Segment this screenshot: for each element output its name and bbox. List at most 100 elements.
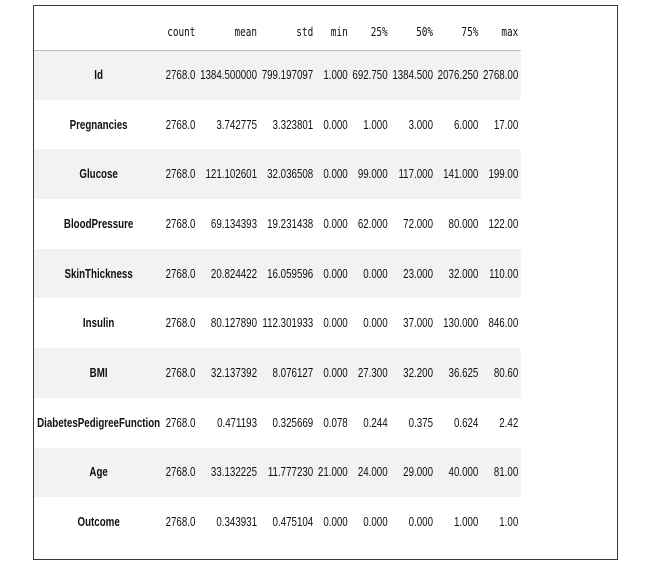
table-row: BMI 2768.0 32.137392 8.076127 0.000 27.3… bbox=[34, 348, 521, 398]
cell-min: 0.000 bbox=[323, 316, 348, 331]
column-header-max: max bbox=[501, 24, 519, 39]
cell-count: 2768.0 bbox=[165, 117, 196, 132]
cell-75pct: 36.625 bbox=[448, 365, 479, 380]
table-row: Id 2768.0 1384.500000 799.197097 1.000 6… bbox=[34, 50, 521, 100]
cell-max: 122.00 bbox=[488, 216, 519, 231]
cell-mean: 20.824422 bbox=[210, 266, 258, 281]
cell-25pct: 0.244 bbox=[363, 415, 388, 430]
table-row: BloodPressure 2768.0 69.134393 19.231438… bbox=[34, 199, 521, 249]
cell-50pct: 1384.500 bbox=[392, 68, 433, 83]
cell-count: 2768.0 bbox=[165, 216, 196, 231]
cell-min: 0.000 bbox=[323, 216, 348, 231]
cell-mean: 0.471193 bbox=[217, 415, 258, 430]
column-header-mean: mean bbox=[234, 24, 258, 39]
cell-min: 0.000 bbox=[323, 365, 348, 380]
cell-50pct: 32.200 bbox=[403, 365, 433, 380]
cell-25pct: 62.000 bbox=[357, 216, 388, 231]
table-header: count mean std min 25% 50% 75% max bbox=[34, 14, 521, 50]
describe-table-frame: count mean std min 25% 50% 75% max Id 27… bbox=[33, 5, 618, 560]
cell-mean: 1384.500000 bbox=[200, 68, 258, 83]
cell-std: 8.076127 bbox=[272, 365, 314, 380]
cell-mean: 80.127890 bbox=[210, 316, 258, 331]
table-body: Id 2768.0 1384.500000 799.197097 1.000 6… bbox=[34, 50, 521, 547]
cell-count: 2768.0 bbox=[165, 68, 196, 83]
cell-75pct: 2076.250 bbox=[437, 68, 479, 83]
cell-max: 81.00 bbox=[493, 465, 519, 480]
column-header-count: count bbox=[167, 24, 196, 39]
table-row: Pregnancies 2768.0 3.742775 3.323801 0.0… bbox=[34, 99, 521, 150]
cell-std: 32.036508 bbox=[267, 167, 314, 182]
cell-50pct: 0.375 bbox=[408, 415, 433, 430]
cell-max: 199.00 bbox=[488, 167, 519, 182]
cell-mean: 3.742775 bbox=[216, 117, 258, 132]
cell-mean: 32.137392 bbox=[210, 365, 258, 380]
cell-max: 1.00 bbox=[499, 515, 519, 530]
cell-std: 799.197097 bbox=[261, 68, 314, 83]
column-header-std: std bbox=[296, 24, 314, 39]
cell-75pct: 130.000 bbox=[443, 316, 479, 331]
cell-75pct: 6.000 bbox=[453, 117, 479, 132]
cell-min: 0.078 bbox=[323, 415, 348, 430]
cell-max: 846.00 bbox=[488, 316, 519, 331]
cell-25pct: 0.000 bbox=[363, 316, 388, 331]
cell-max: 2768.00 bbox=[483, 68, 519, 83]
cell-75pct: 32.000 bbox=[448, 266, 479, 281]
row-label: BMI bbox=[89, 365, 108, 380]
cell-50pct: 0.000 bbox=[408, 515, 433, 530]
column-header-25pct: 25% bbox=[370, 24, 388, 39]
cell-25pct: 0.000 bbox=[363, 266, 388, 281]
header-row: count mean std min 25% 50% 75% max bbox=[34, 14, 521, 50]
row-label: Insulin bbox=[82, 316, 115, 331]
cell-std: 112.301933 bbox=[262, 316, 314, 331]
cell-25pct: 27.300 bbox=[357, 365, 388, 380]
describe-table: count mean std min 25% 50% 75% max Id 27… bbox=[34, 14, 521, 547]
row-label: Age bbox=[89, 465, 108, 480]
cell-min: 1.000 bbox=[323, 68, 348, 83]
cell-25pct: 99.000 bbox=[357, 167, 388, 182]
cell-count: 2768.0 bbox=[165, 415, 196, 430]
cell-std: 0.475104 bbox=[272, 515, 314, 530]
cell-min: 0.000 bbox=[323, 515, 348, 530]
cell-mean: 69.134393 bbox=[210, 216, 258, 231]
row-label: Id bbox=[94, 68, 103, 83]
table-row: Glucose 2768.0 121.102601 32.036508 0.00… bbox=[34, 149, 521, 200]
cell-max: 110.00 bbox=[489, 266, 519, 281]
cell-count: 2768.0 bbox=[165, 515, 196, 530]
cell-25pct: 692.750 bbox=[352, 68, 388, 83]
cell-count: 2768.0 bbox=[165, 465, 196, 480]
cell-min: 21.000 bbox=[317, 465, 348, 480]
column-header-min: min bbox=[330, 24, 348, 39]
cell-75pct: 0.624 bbox=[453, 415, 479, 430]
cell-75pct: 1.000 bbox=[453, 515, 479, 530]
cell-25pct: 1.000 bbox=[363, 117, 388, 132]
row-label: Pregnancies bbox=[69, 117, 128, 132]
cell-std: 11.777230 bbox=[267, 465, 314, 480]
row-label: DiabetesPedigreeFunction bbox=[37, 415, 161, 430]
cell-75pct: 40.000 bbox=[448, 465, 479, 480]
cell-50pct: 29.000 bbox=[403, 465, 433, 480]
cell-min: 0.000 bbox=[323, 117, 348, 132]
cell-min: 0.000 bbox=[323, 167, 348, 182]
row-label: BloodPressure bbox=[63, 216, 134, 231]
cell-min: 0.000 bbox=[323, 266, 348, 281]
cell-mean: 121.102601 bbox=[205, 167, 258, 182]
cell-50pct: 72.000 bbox=[403, 216, 433, 231]
row-label: Glucose bbox=[79, 167, 118, 182]
table-row: SkinThickness 2768.0 20.824422 16.059596… bbox=[34, 248, 521, 299]
cell-25pct: 24.000 bbox=[357, 465, 388, 480]
table-row: Insulin 2768.0 80.127890 112.301933 0.00… bbox=[34, 298, 521, 349]
cell-count: 2768.0 bbox=[165, 266, 196, 281]
cell-std: 0.325669 bbox=[272, 415, 314, 430]
cell-count: 2768.0 bbox=[165, 365, 196, 380]
row-label: SkinThickness bbox=[64, 266, 133, 281]
cell-50pct: 37.000 bbox=[403, 316, 433, 331]
cell-max: 17.00 bbox=[493, 117, 519, 132]
cell-max: 80.60 bbox=[493, 365, 519, 380]
cell-count: 2768.0 bbox=[165, 167, 196, 182]
cell-25pct: 0.000 bbox=[363, 515, 388, 530]
cell-50pct: 3.000 bbox=[408, 117, 433, 132]
corner-cell bbox=[34, 14, 163, 50]
table-row: DiabetesPedigreeFunction 2768.0 0.471193… bbox=[34, 397, 521, 448]
cell-50pct: 23.000 bbox=[403, 266, 433, 281]
cell-75pct: 141.000 bbox=[443, 167, 479, 182]
